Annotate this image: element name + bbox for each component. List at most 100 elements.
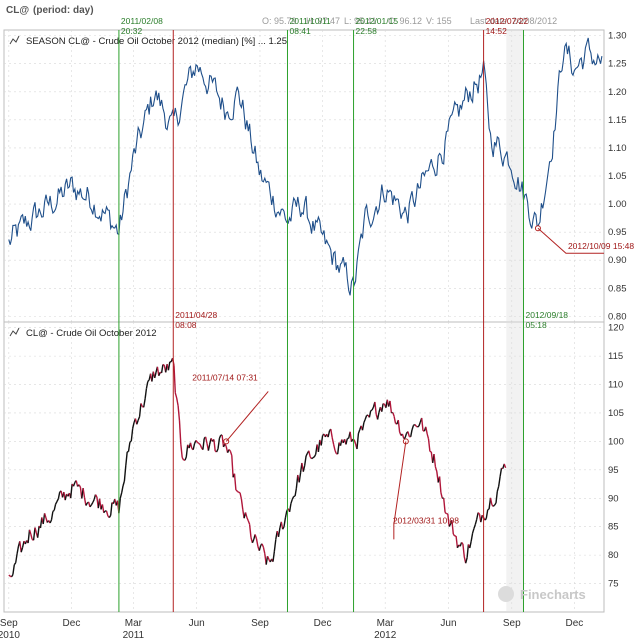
price-segment	[177, 405, 181, 421]
price-segment	[8, 574, 11, 577]
price-segment	[455, 536, 459, 548]
price-segment	[247, 520, 251, 525]
price-segment	[426, 433, 430, 439]
price-segment	[280, 521, 284, 530]
price-ytick-label: 120	[608, 323, 624, 334]
x-tick-label: Dec	[314, 618, 332, 629]
price-segment	[494, 502, 497, 506]
price-segment	[28, 529, 32, 535]
price-segment	[499, 467, 503, 477]
price-segment	[404, 433, 408, 439]
price-segment	[199, 444, 203, 448]
price-segment	[283, 517, 287, 527]
event-marker-date: 2012/07/22	[486, 16, 529, 26]
price-segment	[64, 493, 68, 501]
price-segment	[122, 480, 126, 487]
price-segment	[92, 499, 95, 503]
event-marker-date: 2011/04/28	[175, 310, 217, 320]
price-segment	[213, 439, 216, 452]
price-segment	[110, 502, 113, 516]
header-symbol: CL@	[6, 5, 29, 16]
season-ytick-label: 1.15	[608, 115, 627, 126]
quote-high: H: 97.47	[306, 16, 340, 26]
event-marker-time: 05:18	[525, 320, 547, 330]
price-segment	[123, 465, 127, 482]
price-panel: 120 115 110 105 100 95 90 85 80 75 CL@ - Crude Oil…	[3, 321, 624, 613]
price-segment	[476, 512, 479, 520]
price-segment	[312, 456, 315, 459]
price-segment	[282, 526, 285, 530]
price-segment	[327, 430, 331, 438]
price-segment	[89, 504, 92, 508]
price-title: CL@ - Crude Oil October 2012	[26, 328, 157, 339]
price-annotation-label: 2011/07/14 07:31	[192, 372, 258, 382]
price-segment	[53, 504, 57, 511]
price-segment	[473, 524, 476, 529]
price-segment	[173, 365, 176, 393]
price-segment	[477, 512, 481, 515]
x-tick-label: Sep	[503, 618, 521, 629]
price-segment	[30, 533, 33, 540]
price-segment	[98, 498, 102, 510]
price-segment	[313, 453, 317, 458]
price-segment	[180, 444, 183, 458]
price-segment	[20, 547, 24, 553]
price-ytick-label: 85	[608, 522, 619, 533]
price-segment	[309, 456, 313, 460]
price-segment	[320, 435, 324, 446]
price-segment	[330, 428, 333, 438]
quote-volume: V: 155	[426, 16, 452, 26]
price-segment	[277, 527, 281, 538]
price-segment	[235, 489, 238, 492]
price-segment	[262, 546, 266, 554]
price-ytick-label: 90	[608, 493, 619, 504]
price-segment	[438, 476, 442, 493]
price-segment	[503, 463, 507, 469]
price-segment	[381, 403, 384, 412]
price-segment	[291, 496, 295, 500]
quote-open: O: 95.79	[262, 16, 297, 26]
price-segment	[217, 438, 221, 449]
event-marker-date: 2011/02/08	[121, 16, 163, 26]
price-segment	[231, 455, 234, 478]
x-year-label: 2012	[374, 630, 397, 641]
price-segment	[105, 510, 109, 517]
x-year-label: 2011	[123, 630, 145, 641]
chart-panels: 1.30 1.25 1.20 1.15 1.10 1.05 1.00 0.95 0.90 0.85…	[0, 16, 634, 641]
season-ytick-label: 1.30	[608, 31, 627, 42]
quote-low: L: 95.41	[344, 16, 377, 26]
price-segment	[261, 543, 265, 548]
price-segment	[363, 419, 366, 423]
price-segment	[143, 398, 146, 408]
price-segment	[251, 539, 255, 544]
price-segment	[27, 529, 31, 544]
price-segment	[54, 501, 58, 505]
season-ytick-label: 1.05	[608, 171, 627, 182]
price-segment	[94, 494, 98, 498]
price-segment	[302, 465, 306, 472]
price-segment	[132, 422, 135, 429]
event-marker-time: 22:58	[356, 26, 378, 36]
price-segment	[248, 524, 252, 538]
price-segment	[374, 401, 377, 415]
season-ytick-label: 0.90	[608, 255, 627, 266]
price-segment	[487, 508, 490, 511]
price-segment	[414, 424, 417, 427]
price-segment	[489, 497, 493, 505]
season-ytick-label: 1.00	[608, 199, 627, 210]
price-segment	[10, 574, 14, 578]
price-segment	[174, 392, 178, 399]
price-segment	[337, 442, 340, 455]
price-segment	[462, 543, 465, 557]
price-segment	[255, 538, 259, 547]
x-year-label: 2010	[0, 630, 20, 641]
price-segment	[156, 366, 160, 376]
price-segment	[495, 491, 498, 504]
price-segment	[72, 482, 76, 487]
price-segment	[254, 534, 258, 540]
price-segment	[228, 449, 231, 452]
price-segment	[50, 511, 54, 521]
price-segment	[443, 498, 446, 513]
price-annotation-leader	[225, 391, 269, 442]
